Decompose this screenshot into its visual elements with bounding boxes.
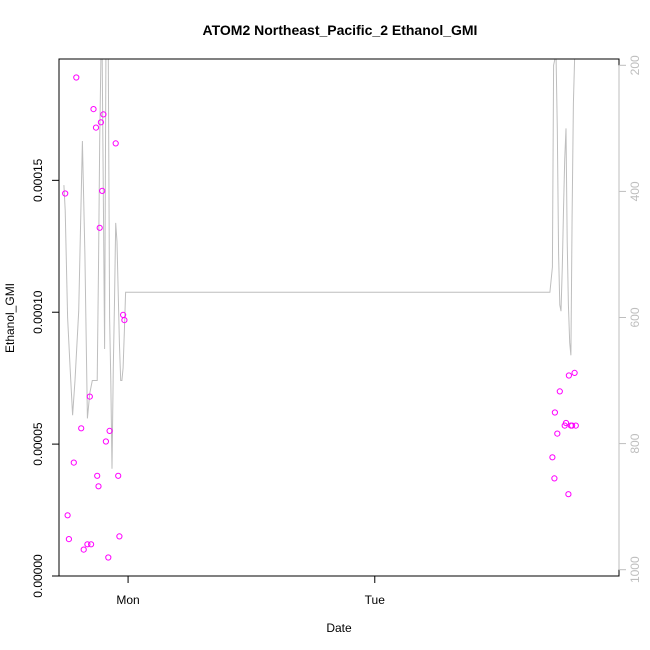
data-point xyxy=(97,119,105,126)
data-point xyxy=(569,422,576,429)
data-point xyxy=(73,74,80,81)
chart-title: ATOM2 Northeast_Pacific_2 Ethanol_GMI xyxy=(203,22,478,38)
data-point xyxy=(115,472,122,479)
y-axis-label: Ethanol_GMI xyxy=(3,283,17,353)
series-points-layer xyxy=(62,74,579,561)
x-axis: Mon Tue xyxy=(116,575,386,607)
data-point xyxy=(551,475,558,482)
data-point xyxy=(562,419,570,427)
x-axis-label: Date xyxy=(326,621,352,635)
y2-tick-label: 600 xyxy=(628,307,642,327)
data-point xyxy=(554,430,561,437)
y2-tick-label: 200 xyxy=(628,55,642,75)
data-point xyxy=(105,554,112,561)
data-point xyxy=(65,536,73,543)
data-point xyxy=(62,190,69,197)
data-point xyxy=(96,224,103,231)
data-point xyxy=(99,187,106,194)
data-point xyxy=(92,124,100,131)
y-tick-label: 0.00010 xyxy=(31,290,45,334)
data-point xyxy=(78,425,85,432)
data-point xyxy=(70,459,77,466)
data-point xyxy=(549,454,556,461)
data-point xyxy=(88,541,95,548)
data-point xyxy=(571,369,578,376)
data-point xyxy=(94,472,101,479)
data-point xyxy=(100,111,107,118)
data-point xyxy=(572,422,579,429)
data-point xyxy=(565,372,573,379)
y2-axis: 200 400 600 800 1000 xyxy=(618,55,642,583)
data-point xyxy=(86,393,93,400)
data-point xyxy=(95,483,102,490)
x-tick-label: Mon xyxy=(116,593,139,607)
x-tick-label: Tue xyxy=(365,593,386,607)
data-point xyxy=(80,546,87,553)
data-point xyxy=(64,512,71,519)
data-point xyxy=(556,388,563,395)
data-point xyxy=(102,438,110,445)
y2-tick-label: 800 xyxy=(628,433,642,453)
data-point xyxy=(565,491,572,498)
data-point xyxy=(116,533,123,540)
y2-tick-label: 400 xyxy=(628,181,642,201)
data-point xyxy=(121,317,128,324)
data-point xyxy=(90,106,97,113)
y-axis: 0.00000 0.00005 0.00010 0.00015 xyxy=(31,158,60,598)
data-point xyxy=(551,409,559,416)
y-tick-label: 0.00005 xyxy=(31,422,45,466)
y-tick-label: 0.00000 xyxy=(31,554,45,598)
series-line-layer xyxy=(63,58,576,469)
data-point xyxy=(112,140,119,147)
data-point xyxy=(84,541,91,548)
series-line xyxy=(63,58,576,469)
y2-tick-label: 1000 xyxy=(628,556,642,583)
y-tick-label: 0.00015 xyxy=(31,158,45,202)
data-point xyxy=(106,427,113,434)
